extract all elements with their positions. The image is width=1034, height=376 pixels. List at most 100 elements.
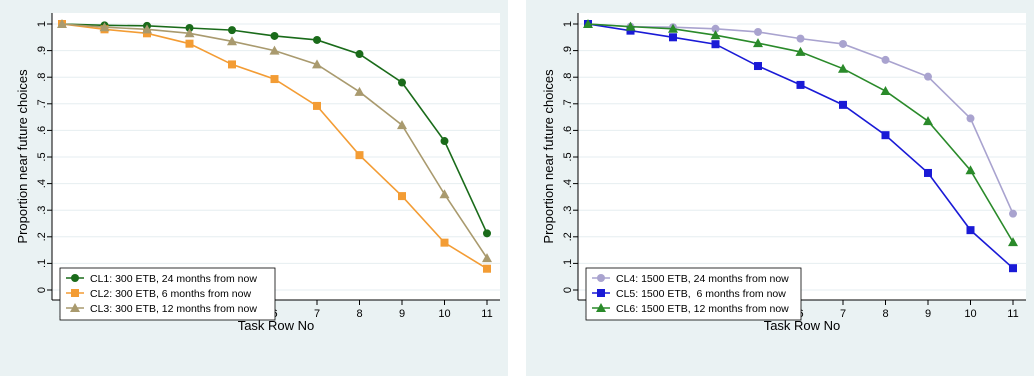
- data-point: [483, 264, 491, 273]
- data-point: [228, 26, 236, 35]
- data-point: [483, 229, 491, 238]
- legend-marker: [71, 289, 79, 297]
- y-tick-label: .2: [562, 232, 574, 241]
- data-point: [354, 86, 365, 96]
- data-point: [185, 39, 194, 48]
- legend-box: [59, 267, 276, 321]
- y-tick-label: .7: [36, 99, 48, 108]
- data-point: [711, 40, 720, 49]
- data-point: [754, 62, 762, 71]
- data-point: [1009, 209, 1017, 218]
- data-point: [312, 59, 322, 69]
- y-tick-label: 1: [562, 21, 574, 27]
- data-point: [795, 46, 806, 56]
- x-tick-label: 11: [1007, 308, 1018, 320]
- y-tick-label: .8: [562, 73, 574, 82]
- data-point: [839, 100, 847, 109]
- data-point: [924, 168, 932, 177]
- x-tick-label: 10: [964, 308, 976, 320]
- y-tick-label: .9: [562, 46, 574, 55]
- data-point: [924, 72, 932, 81]
- legend-label: CL1: 300 ETB, 24 months from now: [90, 273, 257, 285]
- data-point: [966, 226, 975, 235]
- data-point: [313, 101, 321, 110]
- x-tick-label: 7: [840, 308, 846, 320]
- data-point: [965, 165, 976, 175]
- y-tick-label: .6: [36, 126, 48, 135]
- x-tick-label: 11: [481, 308, 492, 320]
- data-point: [269, 45, 280, 55]
- y-tick-label: .5: [36, 152, 48, 161]
- data-point: [482, 253, 492, 263]
- y-tick-label: .7: [562, 99, 574, 108]
- data-point: [355, 151, 364, 160]
- x-tick-label: 9: [925, 308, 931, 320]
- data-point: [880, 86, 891, 96]
- legend-label: CL6: 1500 ETB, 12 months from now: [616, 303, 789, 315]
- data-point: [753, 38, 763, 48]
- legend-marker: [71, 274, 79, 282]
- data-point: [270, 31, 279, 40]
- data-point: [313, 35, 321, 44]
- legend-label: CL5: 1500 ETB, 6 months from now: [616, 288, 786, 300]
- y-tick-label: .6: [562, 126, 574, 135]
- data-point: [669, 33, 677, 42]
- data-point: [440, 137, 449, 146]
- y-tick-label: .3: [36, 206, 48, 215]
- chart-panel-left: 0.1.2.3.4.5.6.7.8.911234567891011Task Ro…: [0, 0, 508, 376]
- series-2: [58, 20, 491, 273]
- chart-panel-right: 0.1.2.3.4.5.6.7.8.911234567891011Task Ro…: [526, 0, 1034, 376]
- data-point: [440, 238, 449, 247]
- line-chart-left: 0.1.2.3.4.5.6.7.8.911234567891011Task Ro…: [15, 13, 500, 333]
- legend-marker: [70, 303, 80, 312]
- series-3: [57, 19, 492, 263]
- y-tick-label: .4: [562, 179, 574, 188]
- y-tick-label: 0: [36, 287, 48, 293]
- data-point: [142, 24, 152, 34]
- legend: CL1: 300 ETB, 24 months from now CL2: 300…: [59, 267, 276, 321]
- y-tick-label: .1: [562, 259, 574, 268]
- x-axis-title: Task Row No: [764, 318, 841, 333]
- data-point: [439, 189, 450, 199]
- y-tick-label: .3: [562, 206, 574, 215]
- x-tick-label: 8: [356, 308, 362, 320]
- data-point: [398, 192, 406, 201]
- data-point: [397, 120, 407, 130]
- x-tick-label: 7: [314, 308, 320, 320]
- line-chart-right: 0.1.2.3.4.5.6.7.8.911234567891011Task Ro…: [541, 13, 1026, 333]
- y-tick-label: 1: [36, 21, 48, 27]
- data-point: [99, 22, 110, 32]
- series-1: [58, 20, 491, 238]
- data-point: [398, 78, 406, 87]
- series-3: [583, 19, 1018, 247]
- x-tick-label: 10: [438, 308, 450, 320]
- y-tick-label: .2: [36, 232, 48, 241]
- data-point: [839, 39, 847, 48]
- legend-box: [585, 267, 802, 321]
- data-point: [270, 75, 279, 84]
- legend-label: CL3: 300 ETB, 12 months from now: [90, 303, 257, 315]
- legend-marker: [596, 303, 606, 312]
- legend-marker: [597, 289, 605, 297]
- data-point: [711, 24, 720, 33]
- x-tick-label: 8: [882, 308, 888, 320]
- data-point: [355, 50, 364, 59]
- y-tick-label: .5: [562, 152, 574, 161]
- x-tick-label: 9: [399, 308, 405, 320]
- data-point: [796, 34, 805, 43]
- data-point: [881, 131, 890, 140]
- y-axis-title: Proportion near future choices: [541, 69, 556, 244]
- legend-marker: [597, 274, 605, 282]
- data-point: [184, 28, 195, 38]
- data-point: [583, 19, 593, 28]
- data-point: [1008, 237, 1018, 247]
- legend: CL4: 1500 ETB, 24 months from now CL5: 15…: [585, 267, 802, 321]
- legend-label: CL4: 1500 ETB, 24 months from now: [616, 273, 789, 285]
- data-point: [228, 60, 236, 69]
- data-point: [57, 19, 67, 28]
- data-point: [710, 30, 721, 40]
- data-point: [966, 114, 975, 123]
- y-tick-label: 0: [562, 287, 574, 293]
- y-tick-label: .4: [36, 179, 48, 188]
